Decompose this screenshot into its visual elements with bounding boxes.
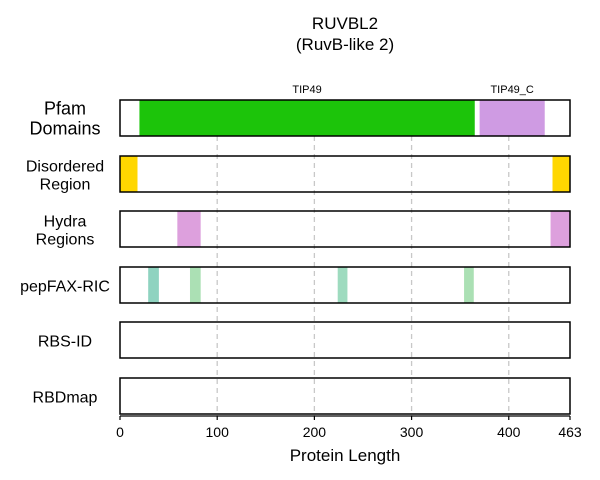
x-tick-label: 400 <box>497 424 521 440</box>
chart-subtitle: (RuvB-like 2) <box>296 35 394 54</box>
track-label: Region <box>40 177 91 194</box>
x-tick-label: 463 <box>558 424 582 440</box>
x-axis: 0 100 200 300 400 463 <box>116 415 582 440</box>
track-border <box>119 155 571 193</box>
track-segment <box>120 156 138 192</box>
track-label: RBDmap <box>33 390 98 407</box>
track-segment <box>177 211 201 247</box>
x-tick-label: 100 <box>206 424 230 440</box>
track-label: Regions <box>36 232 95 249</box>
track-label: Domains <box>29 118 100 138</box>
segment-label: TIP49 <box>292 84 321 96</box>
track-border <box>119 266 571 304</box>
track: RBDmap <box>33 377 571 415</box>
track-border <box>119 99 571 137</box>
track: pepFAX-RIC <box>20 266 571 304</box>
track-border <box>119 321 571 359</box>
x-tick-label: 300 <box>400 424 424 440</box>
track-segment <box>552 156 570 192</box>
track: RBS-ID <box>38 321 571 359</box>
track-label: Disordered <box>26 159 104 176</box>
grid-lines <box>216 100 510 416</box>
track-segment <box>464 267 474 303</box>
track-label: Hydra <box>44 214 87 231</box>
track-segment <box>148 267 159 303</box>
track-border <box>119 377 571 415</box>
track-segment <box>550 211 570 247</box>
track-segment <box>337 267 348 303</box>
track-label: pepFAX-RIC <box>20 279 110 296</box>
chart-title: RUVBL2 <box>312 14 378 33</box>
track-label: RBS-ID <box>38 334 92 351</box>
segment-label: TIP49_C <box>490 84 533 96</box>
x-tick-label: 0 <box>116 424 124 440</box>
track-segment <box>139 100 475 136</box>
track-label: Pfam <box>44 98 86 118</box>
x-tick-label: 200 <box>303 424 327 440</box>
track-segment <box>189 267 201 303</box>
x-axis-label: Protein Length <box>290 446 401 465</box>
track-border <box>119 210 571 248</box>
track-segment <box>479 100 545 136</box>
